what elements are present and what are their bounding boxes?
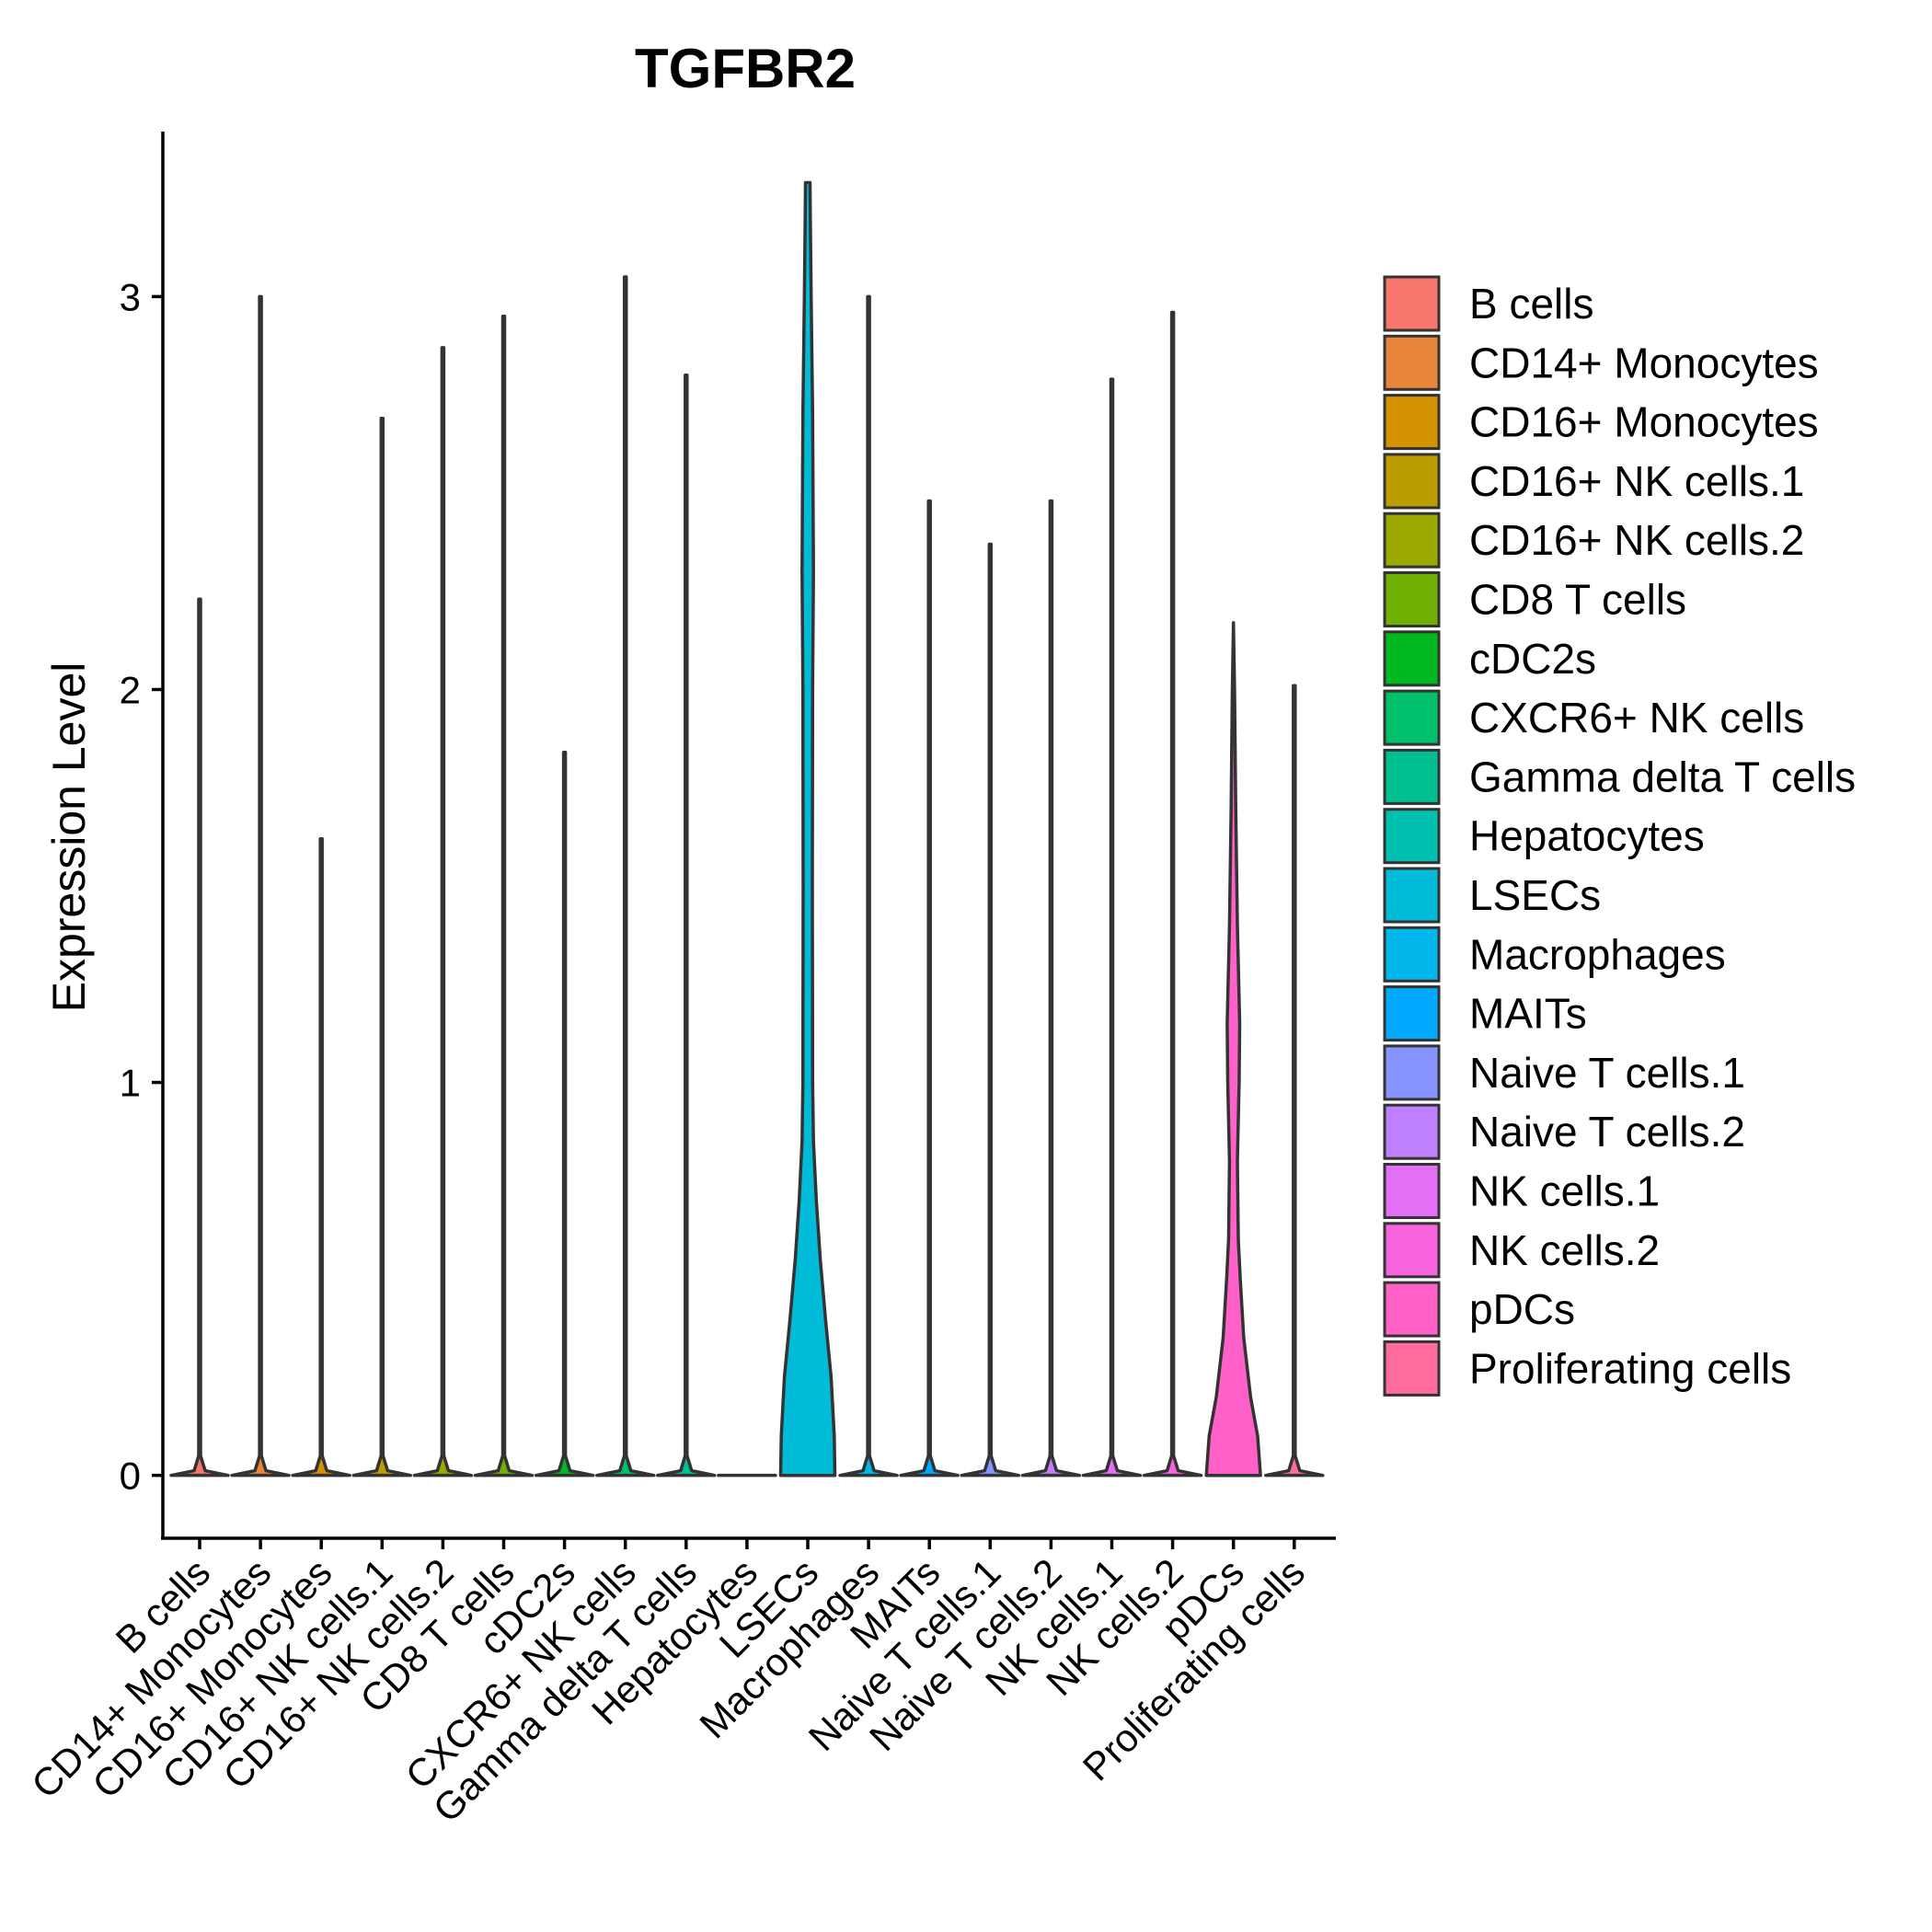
legend-key-swatch: [1383, 512, 1441, 569]
legend-item-b-cells: B cells: [1383, 275, 1593, 332]
legend-item-hepatocytes: Hepatocytes: [1383, 808, 1705, 865]
legend-item-cxcr6-nk-cells: CXCR6+ NK cells: [1383, 689, 1804, 746]
legend-key-swatch: [1383, 630, 1441, 687]
legend-item-pdcs: pDCs: [1383, 1281, 1575, 1338]
legend-item-nk-cells-2: NK cells.2: [1383, 1222, 1660, 1279]
legend-label: CD16+ NK cells.1: [1469, 457, 1804, 505]
legend-label: Hepatocytes: [1469, 812, 1705, 860]
legend-label: Macrophages: [1469, 930, 1726, 978]
chart-title: TGFBR2: [635, 38, 856, 99]
legend-key-swatch: [1383, 748, 1441, 805]
legend-item-nk-cells-1: NK cells.1: [1383, 1163, 1660, 1219]
violin-cd14-monocytes: [230, 294, 291, 1478]
violin-lsecs: [778, 180, 837, 1478]
violin-naive-t-cells-2: [1020, 499, 1082, 1478]
legend-item-naive-t-cells-2: Naive T cells.2: [1383, 1103, 1745, 1160]
violin-macrophages: [838, 294, 899, 1478]
legend-label: CD16+ Monocytes: [1469, 398, 1819, 446]
legend-item-cd14-monocytes: CD14+ Monocytes: [1383, 334, 1819, 391]
violin-cd16-monocytes: [291, 837, 351, 1478]
legend-key-swatch: [1383, 394, 1441, 451]
legend-label: CD16+ NK cells.2: [1469, 516, 1804, 564]
y-tick-label: 3: [120, 275, 141, 318]
legend-item-proliferating-cells: Proliferating cells: [1383, 1340, 1791, 1397]
legend-key-swatch: [1383, 1163, 1441, 1219]
legend-label: LSECs: [1469, 871, 1601, 919]
y-tick-label: 2: [120, 668, 141, 711]
violin-naive-t-cells-1: [960, 542, 1021, 1478]
legend-key-swatch: [1383, 1340, 1441, 1397]
legend-label: NK cells.2: [1469, 1226, 1660, 1274]
legend-key-swatch: [1383, 808, 1441, 865]
legend-item-cd8-t-cells: CD8 T cells: [1383, 571, 1686, 627]
violin-cxcr6-nk-cells: [594, 275, 656, 1478]
legend-label: B cells: [1469, 280, 1593, 328]
legend-key-swatch: [1383, 1103, 1441, 1160]
legend-key-swatch: [1383, 275, 1441, 332]
legend-label: CD14+ Monocytes: [1469, 339, 1819, 386]
legend-item-gamma-delta-t-cells: Gamma delta T cells: [1383, 748, 1856, 805]
legend-item-cd16-nk-cells-1: CD16+ NK cells.1: [1383, 453, 1804, 510]
violin-cdc2s: [534, 751, 595, 1478]
violin-cd16-nk-cells-1: [351, 417, 413, 1478]
violin-gamma-delta-t-cells: [656, 374, 717, 1478]
violin-proliferating-cells: [1264, 684, 1325, 1478]
violin-cd16-nk-cells-2: [412, 346, 474, 1478]
legend-item-cd16-nk-cells-2: CD16+ NK cells.2: [1383, 512, 1804, 569]
legend: B cells CD14+ Monocytes CD16+ Monocytes CD1…: [1383, 275, 1856, 1397]
legend-label: pDCs: [1469, 1285, 1575, 1333]
violins-group: [169, 180, 1325, 1478]
legend-key-swatch: [1383, 571, 1441, 627]
legend-item-macrophages: Macrophages: [1383, 926, 1726, 983]
legend-label: Naive T cells.1: [1469, 1049, 1745, 1097]
y-ticks-group: 0 1 2 3: [120, 275, 163, 1498]
y-tick-label: 1: [120, 1062, 141, 1105]
legend-item-lsecs: LSECs: [1383, 867, 1601, 924]
legend-item-naive-t-cells-1: Naive T cells.1: [1383, 1044, 1745, 1101]
legend-label: CXCR6+ NK cells: [1469, 694, 1804, 742]
violin-maits: [899, 499, 960, 1478]
legend-label: NK cells.1: [1469, 1167, 1660, 1215]
legend-key-swatch: [1383, 985, 1441, 1042]
y-axis-label: Expression Level: [43, 662, 95, 1013]
legend-key-swatch: [1383, 1281, 1441, 1338]
violin-pdcs: [1204, 621, 1262, 1478]
legend-item-cdc2s: cDC2s: [1383, 630, 1596, 687]
legend-key-swatch: [1383, 334, 1441, 391]
violin-cd8-t-cells: [473, 314, 535, 1478]
legend-key-swatch: [1383, 926, 1441, 983]
axes-group: [161, 132, 1336, 1540]
y-tick-label: 0: [120, 1455, 141, 1498]
legend-key-swatch: [1383, 1222, 1441, 1279]
violin-b-cells: [169, 597, 230, 1478]
legend-key-swatch: [1383, 867, 1441, 924]
legend-label: cDC2s: [1469, 635, 1596, 683]
violin-nk-cells-1: [1081, 377, 1143, 1478]
legend-label: Naive T cells.2: [1469, 1108, 1745, 1156]
legend-label: CD8 T cells: [1469, 576, 1686, 624]
legend-label: MAITs: [1469, 990, 1587, 1038]
legend-label: Gamma delta T cells: [1469, 753, 1856, 800]
legend-item-cd16-monocytes: CD16+ Monocytes: [1383, 394, 1819, 451]
violin-nk-cells-2: [1142, 310, 1203, 1478]
legend-key-swatch: [1383, 453, 1441, 510]
legend-label: Proliferating cells: [1469, 1344, 1791, 1392]
legend-key-swatch: [1383, 1044, 1441, 1101]
legend-key-swatch: [1383, 689, 1441, 746]
legend-item-maits: MAITs: [1383, 985, 1587, 1042]
